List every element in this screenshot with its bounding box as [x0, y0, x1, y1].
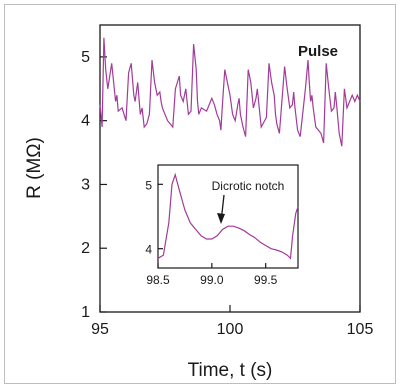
main-x-tick-label: 105: [347, 321, 374, 338]
main-ticks: 95 100 105 1 2 3 4 5: [81, 49, 373, 338]
dicrotic-notch-arrow: [217, 194, 225, 224]
main-y-tick-label: 5: [81, 49, 90, 66]
inset-x-tick-label: 98.5: [146, 273, 170, 287]
main-y-tick-label: 4: [81, 113, 90, 130]
inset-x-tick-label: 99.5: [254, 273, 278, 287]
legend-label: Pulse: [298, 43, 338, 60]
x-axis-title: Time, t (s): [188, 360, 273, 381]
y-axis-title: R (MΩ): [24, 137, 45, 199]
main-x-tick-label: 100: [217, 321, 244, 338]
inset-y-tick-label: 4: [145, 243, 152, 257]
main-x-tick-label: 95: [91, 321, 109, 338]
inset-y-tick-label: 5: [145, 178, 152, 192]
main-y-tick-label: 1: [81, 304, 90, 321]
main-series-line: [99, 37, 361, 147]
dicrotic-notch-label: Dicrotic notch: [212, 179, 285, 193]
main-y-tick-label: 3: [81, 176, 90, 193]
inset-ticks: 98.5 99.0 99.5 4 5: [145, 178, 277, 287]
inset-series-line: [157, 172, 299, 260]
inset-x-tick-label: 99.0: [200, 273, 224, 287]
inset-plot-frame: [157, 164, 299, 269]
main-y-tick-label: 2: [81, 240, 90, 257]
